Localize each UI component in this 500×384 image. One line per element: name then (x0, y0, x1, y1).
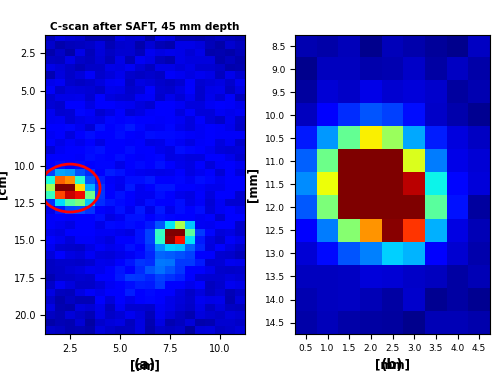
Text: (b): (b) (381, 358, 404, 372)
X-axis label: [cm]: [cm] (130, 359, 160, 372)
Y-axis label: [mm]: [mm] (246, 167, 260, 202)
Y-axis label: [cm]: [cm] (0, 169, 8, 199)
Title: C-scan after SAFT, 45 mm depth: C-scan after SAFT, 45 mm depth (50, 22, 240, 32)
Text: (a): (a) (134, 358, 156, 372)
X-axis label: [mm]: [mm] (375, 358, 410, 371)
